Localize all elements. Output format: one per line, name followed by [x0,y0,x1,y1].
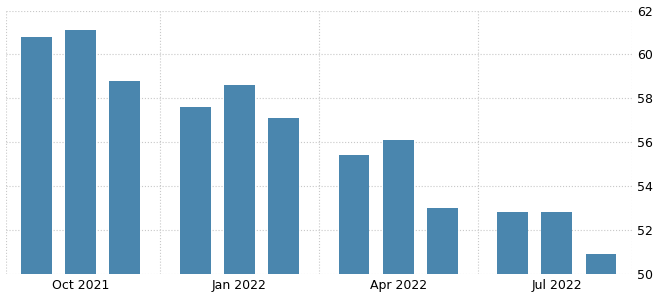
Bar [586,254,616,274]
Bar [383,140,414,274]
Bar [180,107,211,274]
Bar [65,30,96,274]
Bar [268,118,299,274]
Bar [224,85,255,274]
Bar [109,81,140,274]
Bar [542,212,573,274]
Bar [427,208,457,274]
Bar [339,155,370,274]
Bar [498,212,529,274]
Bar [21,37,52,274]
